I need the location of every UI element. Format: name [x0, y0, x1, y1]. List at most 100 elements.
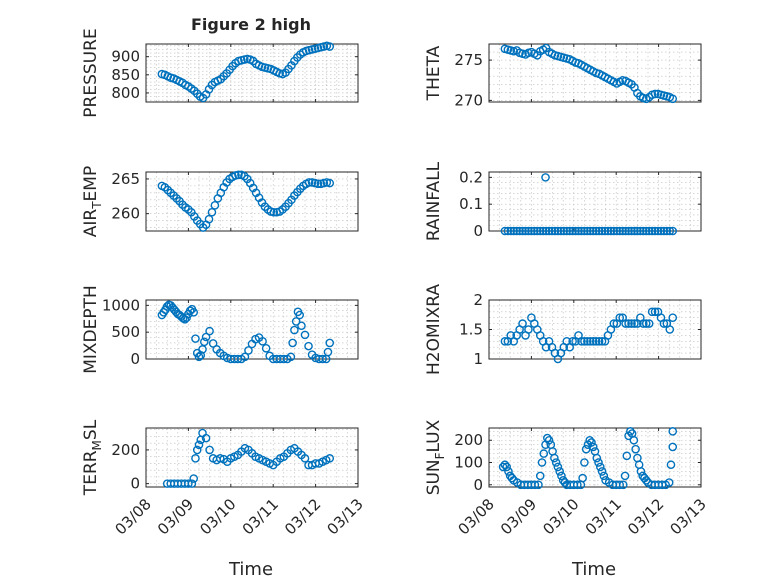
mixdepth-data-point: [297, 321, 306, 331]
sun-flux-data-point: [500, 460, 510, 470]
air-temp-series: [157, 170, 335, 232]
rainfall-data-point: [515, 226, 524, 236]
air-temp-axes-border: [145, 171, 359, 232]
sun-flux-data-point: [587, 438, 596, 447]
h2omixra-data-point: [518, 319, 527, 328]
rainfall-data-point: [653, 226, 663, 236]
sun-flux-y-tick-label: 100: [454, 454, 483, 472]
pressure-y-tick-label: 900: [111, 48, 140, 66]
terr-msl-x-tick-label: 03/11: [239, 495, 282, 538]
rainfall-data-point: [577, 226, 586, 236]
mixdepth-y-tick-label: 0: [130, 350, 140, 368]
mixdepth-data-point: [199, 337, 209, 347]
rainfall-data-point: [641, 226, 651, 236]
terr-msl-series: [162, 428, 335, 488]
rainfall-y-tick-label: 0.2: [459, 168, 483, 186]
rainfall-data-point: [538, 226, 548, 236]
sun-flux-data-point: [620, 471, 630, 481]
terr-msl-x-tick-label: 03/13: [324, 495, 367, 538]
pressure-axes-border: [145, 43, 359, 103]
rainfall-data-point: [588, 226, 598, 236]
air-temp-data-point: [304, 178, 314, 187]
rainfall-data-point: [627, 226, 636, 236]
mixdepth-series: [157, 300, 335, 364]
h2omixra-data-point: [500, 336, 510, 346]
mixdepth-data-point: [240, 352, 250, 362]
mixdepth-data-point: [244, 346, 253, 355]
sun-flux-x-tick-label: 03/10: [539, 495, 582, 538]
sun-flux-series: [498, 427, 678, 490]
terr-msl-axes-border: [145, 427, 359, 488]
mixdepth-data-point: [304, 341, 313, 351]
rainfall-data-point: [650, 226, 660, 236]
air-temp-panel: 260 265 AIRTEMP: [81, 166, 359, 237]
sun-flux-x-tick-label: 03/13: [667, 495, 710, 538]
sun-flux-data-point: [664, 478, 674, 487]
h2omixra-data-point: [609, 319, 619, 328]
rainfall-series: [500, 173, 678, 236]
sun-flux-data-point: [592, 453, 602, 463]
terr-msl-data-point: [184, 479, 193, 488]
mixdepth-data-point: [194, 352, 204, 362]
mixdepth-data-point: [291, 317, 301, 326]
terr-msl-data-point: [192, 445, 202, 455]
rainfall-data-point: [600, 226, 610, 236]
air-temp-y-axis-label: AIRTEMP: [81, 166, 104, 237]
terr-msl-data-point: [191, 454, 200, 463]
sun-flux-data-point: [543, 433, 552, 443]
mixdepth-data-point: [205, 326, 214, 336]
rainfall-data-point: [506, 226, 516, 236]
rainfall-data-point: [518, 226, 527, 236]
rainfall-data-point: [597, 226, 607, 236]
h2omixra-data-point: [524, 325, 533, 334]
theta-panel: 270 275 THETA: [424, 43, 702, 109]
air-temp-data-point: [313, 179, 323, 189]
rainfall-data-point: [659, 226, 669, 236]
sun-flux-y-tick-label: 0: [473, 476, 483, 494]
rainfall-data-point: [553, 226, 563, 236]
mixdepth-data-point: [189, 308, 198, 317]
terr-msl-y-tick-label: 0: [130, 475, 140, 493]
rainfall-y-tick-label: 0: [473, 222, 483, 240]
terr-msl-data-point: [300, 454, 310, 463]
terr-msl-y-axis-label: TERRMSL: [81, 419, 104, 496]
pressure-grid: [146, 44, 358, 102]
sun-flux-data-point: [641, 476, 651, 485]
h2omixra-data-point: [647, 307, 657, 317]
sun-flux-data-point: [555, 467, 564, 476]
h2omixra-data-point: [591, 336, 601, 346]
sun-flux-data-point: [626, 427, 635, 436]
air-temp-data-point: [204, 214, 214, 224]
rainfall-data-point: [521, 226, 530, 236]
h2omixra-data-point: [668, 313, 678, 323]
terr-msl-x-tick-label: 03/08: [112, 495, 155, 538]
h2omixra-series: [500, 307, 678, 364]
terr-msl-data-point: [194, 440, 204, 450]
rainfall-data-point: [503, 226, 513, 236]
mixdepth-data-point: [300, 330, 310, 340]
sun-flux-data-point: [498, 462, 508, 472]
terr-msl-data-point: [189, 474, 198, 483]
h2omixra-data-point: [580, 336, 589, 346]
h2omixra-data-point: [638, 319, 648, 328]
sun-flux-data-point: [599, 471, 609, 481]
rainfall-data-point: [656, 226, 666, 236]
sun-flux-y-tick-label: 200: [454, 431, 483, 449]
terr-msl-data-point: [205, 445, 214, 455]
mixdepth-data-point: [286, 352, 296, 362]
air-temp-data-point: [234, 170, 243, 180]
theta-data-point: [650, 89, 660, 99]
sun-flux-data-point: [550, 453, 559, 463]
h2omixra-data-point: [650, 307, 660, 317]
theta-axes-border: [488, 43, 702, 103]
rainfall-data-point: [583, 226, 592, 236]
sun-flux-x-tick-label: 03/09: [497, 495, 540, 538]
rainfall-data-point: [594, 226, 604, 236]
pressure-y-tick-label: 800: [111, 84, 140, 102]
sun-flux-data-point: [530, 480, 540, 490]
rainfall-data-point: [630, 226, 639, 236]
sun-flux-data-point: [553, 462, 563, 472]
rainfall-data-point: [559, 226, 569, 236]
h2omixra-grid: [489, 300, 701, 359]
